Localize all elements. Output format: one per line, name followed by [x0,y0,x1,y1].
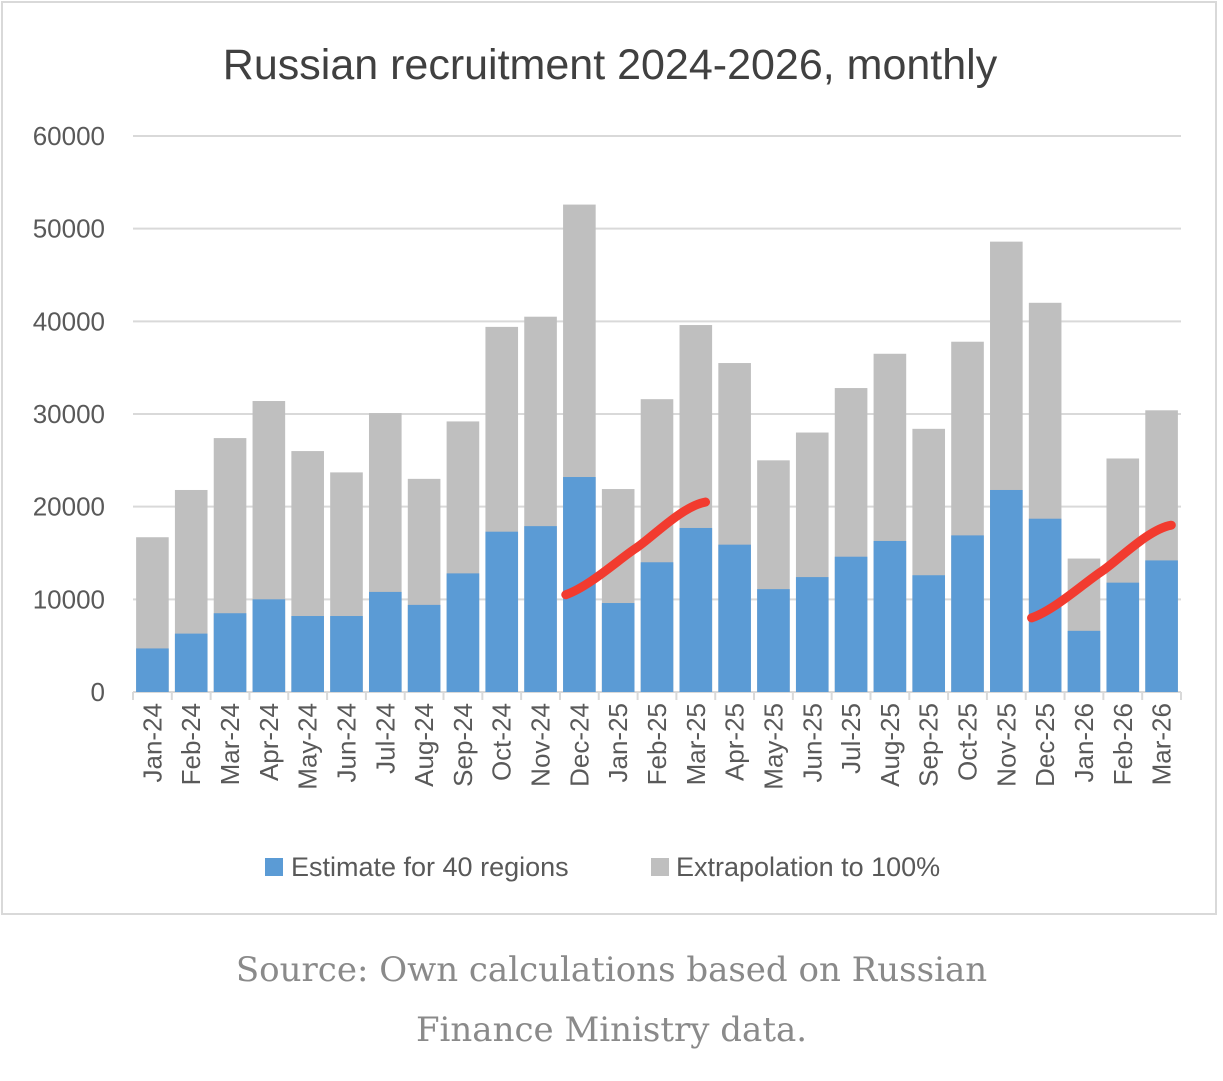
bar-estimate [795,577,829,692]
x-tick-label: Apr-25 [720,703,750,781]
bar-estimate [990,489,1023,692]
x-tick-label: Dec-24 [564,703,594,787]
x-tick-label: Aug-25 [875,703,905,787]
bar-estimate [679,527,713,692]
x-tick-label: Nov-25 [991,703,1021,787]
bar-estimate [912,575,946,692]
y-tick-label: 60000 [33,121,105,151]
legend: Estimate for 40 regions Extrapolation to… [265,852,940,882]
source-line-1: Source: Own calculations based on Russia… [235,950,988,990]
x-tick-label: Oct-25 [953,703,983,781]
legend-label-estimate: Estimate for 40 regions [291,852,569,882]
bar-estimate [873,540,907,692]
x-tick-label: Dec-25 [1030,703,1060,787]
bar-estimate [485,531,519,692]
x-tick-label: Apr-24 [254,703,284,781]
bar-chart: Russian recruitment 2024-2026, monthly 0… [33,41,1182,882]
bar-estimate [213,613,247,692]
bar-estimate [757,589,790,692]
x-tick-label: Jun-24 [331,703,361,783]
bar-estimate [1067,630,1101,692]
legend-swatch-extrapolation [651,858,669,876]
y-tick-label: 50000 [33,214,105,244]
x-tick-label: Feb-24 [176,703,206,785]
x-tick-label: Oct-24 [487,703,517,781]
bar-estimate [330,616,363,692]
legend-label-extrapolation: Extrapolation to 100% [676,852,940,882]
x-tick-label: Nov-24 [526,703,556,787]
x-tick-label: Jun-25 [797,703,827,783]
bar-estimate [640,562,674,692]
bar-estimate [291,616,324,692]
bar-estimate [136,648,169,692]
y-tick-label: 10000 [33,584,105,614]
y-tick-label: 20000 [33,492,105,522]
bar-estimate [601,603,635,692]
x-tick-label: Feb-26 [1108,703,1138,785]
x-tick-label: Aug-24 [409,703,439,787]
x-tick-label: Jan-25 [603,703,633,783]
x-tick-label: Jan-26 [1069,703,1099,783]
bar-estimate [1106,582,1140,692]
x-tick-label: May-25 [758,703,788,790]
bar-estimate [834,556,868,692]
legend-swatch-estimate [265,858,283,876]
bar-estimate [368,591,402,692]
x-tick-label: Sep-24 [448,703,478,787]
x-tick-label: Mar-26 [1147,703,1177,785]
y-tick-label: 40000 [33,306,105,336]
x-tick-label: Jan-24 [137,703,167,783]
x-tick-label: Mar-25 [681,703,711,785]
bar-estimate [407,604,441,692]
bar-estimate [252,599,286,692]
x-tick-label: Jul-24 [370,703,400,774]
y-tick-label: 30000 [33,399,105,429]
chart-title: Russian recruitment 2024-2026, monthly [223,41,998,89]
x-tick-label: May-24 [293,703,323,790]
chart-frame: Russian recruitment 2024-2026, monthly 0… [1,1,1217,915]
bar-estimate [718,544,751,692]
x-tick-label: Feb-25 [642,703,672,785]
bar-estimate [951,535,984,692]
x-tick-label: Mar-24 [215,703,245,785]
bar-estimate [174,633,208,692]
bar-estimate [524,526,557,692]
bar-estimate [446,573,480,692]
x-tick-label: Jul-25 [836,703,866,774]
trend-annotation-line [561,497,711,600]
x-tick-label: Sep-25 [914,703,944,787]
source-line-2: Finance Ministry data. [415,1010,808,1050]
y-tick-label: 0 [91,677,105,707]
bar-estimate [1145,560,1178,692]
trend-annotation-line [1027,520,1176,623]
